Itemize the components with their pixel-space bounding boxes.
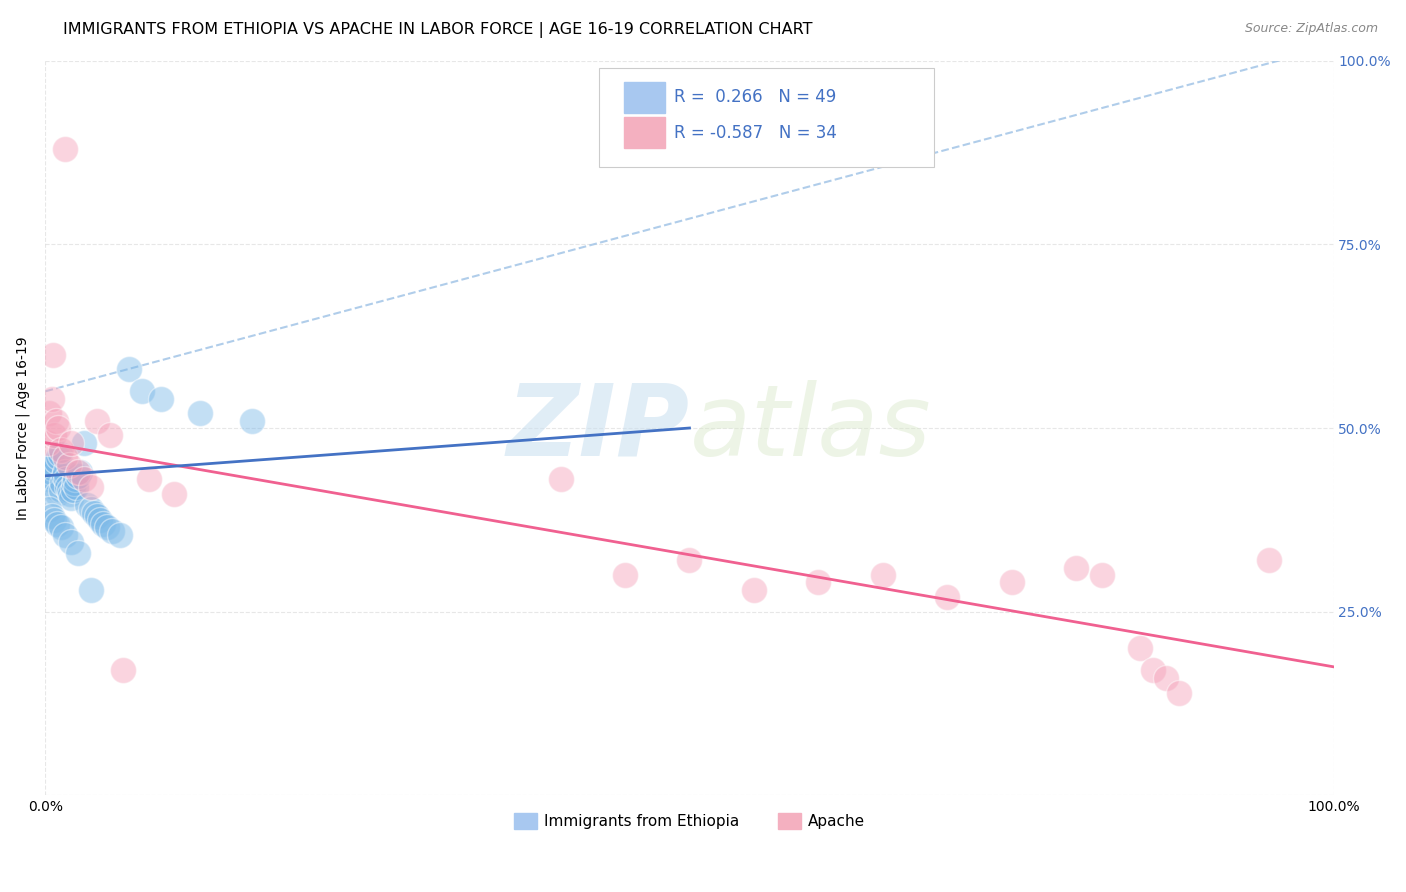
Point <box>1000 575 1022 590</box>
FancyBboxPatch shape <box>624 117 665 148</box>
Text: atlas: atlas <box>689 379 931 476</box>
Point <box>48 450 70 465</box>
Point <box>79 582 101 597</box>
Point <box>1142 664 1164 678</box>
Point <box>45 454 67 468</box>
Point <box>52 468 75 483</box>
Point <box>66 546 89 560</box>
Point <box>86 509 108 524</box>
Point <box>163 487 186 501</box>
Point <box>45 414 67 428</box>
Y-axis label: In Labor Force | Age 16-19: In Labor Force | Age 16-19 <box>15 336 30 520</box>
Point <box>59 487 82 501</box>
Point <box>44 428 66 442</box>
Point <box>38 468 60 483</box>
Point <box>98 428 121 442</box>
Point <box>41 392 63 406</box>
Point <box>76 498 98 512</box>
Point <box>41 461 63 475</box>
FancyBboxPatch shape <box>599 68 934 167</box>
Point <box>1129 641 1152 656</box>
Point <box>69 465 91 479</box>
Point <box>66 468 89 483</box>
Point <box>49 443 72 458</box>
Point <box>188 406 211 420</box>
Point <box>42 347 65 361</box>
Point <box>53 465 76 479</box>
Point <box>46 516 69 531</box>
Point <box>1258 553 1281 567</box>
Legend: Immigrants from Ethiopia, Apache: Immigrants from Ethiopia, Apache <box>508 807 872 836</box>
Point <box>138 472 160 486</box>
Point <box>101 524 124 538</box>
Point <box>614 568 637 582</box>
Text: R = -0.587   N = 34: R = -0.587 N = 34 <box>673 124 837 142</box>
Point <box>807 575 830 590</box>
Point <box>1064 560 1087 574</box>
Point <box>37 472 59 486</box>
Point <box>53 527 76 541</box>
Point <box>79 480 101 494</box>
Point <box>63 472 86 486</box>
Point <box>44 480 66 494</box>
Point <box>73 435 96 450</box>
Point <box>118 362 141 376</box>
Point <box>86 414 108 428</box>
Point <box>53 450 76 465</box>
Point <box>150 392 173 406</box>
Point <box>83 506 105 520</box>
Point <box>58 483 80 498</box>
Point <box>111 664 134 678</box>
Point <box>936 590 959 604</box>
Point <box>678 553 700 567</box>
Point <box>65 480 87 494</box>
Point <box>60 491 83 505</box>
Point <box>38 406 60 420</box>
Point <box>60 535 83 549</box>
Point <box>96 520 118 534</box>
FancyBboxPatch shape <box>624 82 665 112</box>
Point <box>39 465 62 479</box>
Point <box>742 582 765 597</box>
Point <box>58 458 80 472</box>
Point <box>131 384 153 399</box>
Point <box>48 447 70 461</box>
Point <box>872 568 894 582</box>
Point <box>44 513 66 527</box>
Text: ZIP: ZIP <box>506 379 689 476</box>
Point <box>41 509 63 524</box>
Point <box>89 513 111 527</box>
Point <box>38 501 60 516</box>
Point <box>1154 671 1177 685</box>
Point <box>79 501 101 516</box>
Point <box>48 421 70 435</box>
Point <box>55 472 77 486</box>
Point <box>93 516 115 531</box>
Point <box>46 487 69 501</box>
Point <box>1091 568 1114 582</box>
Point <box>73 472 96 486</box>
Text: R =  0.266   N = 49: R = 0.266 N = 49 <box>673 88 837 106</box>
Point <box>49 520 72 534</box>
Point <box>66 465 89 479</box>
Point <box>53 142 76 156</box>
Point <box>240 414 263 428</box>
Text: Source: ZipAtlas.com: Source: ZipAtlas.com <box>1244 22 1378 36</box>
Point <box>62 483 84 498</box>
Point <box>37 435 59 450</box>
Point <box>62 476 84 491</box>
Point <box>51 476 73 491</box>
Point <box>60 435 83 450</box>
Point <box>42 458 65 472</box>
Point <box>550 472 572 486</box>
Point <box>1168 685 1191 699</box>
Point <box>56 480 79 494</box>
Point <box>49 483 72 498</box>
Text: IMMIGRANTS FROM ETHIOPIA VS APACHE IN LABOR FORCE | AGE 16-19 CORRELATION CHART: IMMIGRANTS FROM ETHIOPIA VS APACHE IN LA… <box>63 22 813 38</box>
Point <box>108 527 131 541</box>
